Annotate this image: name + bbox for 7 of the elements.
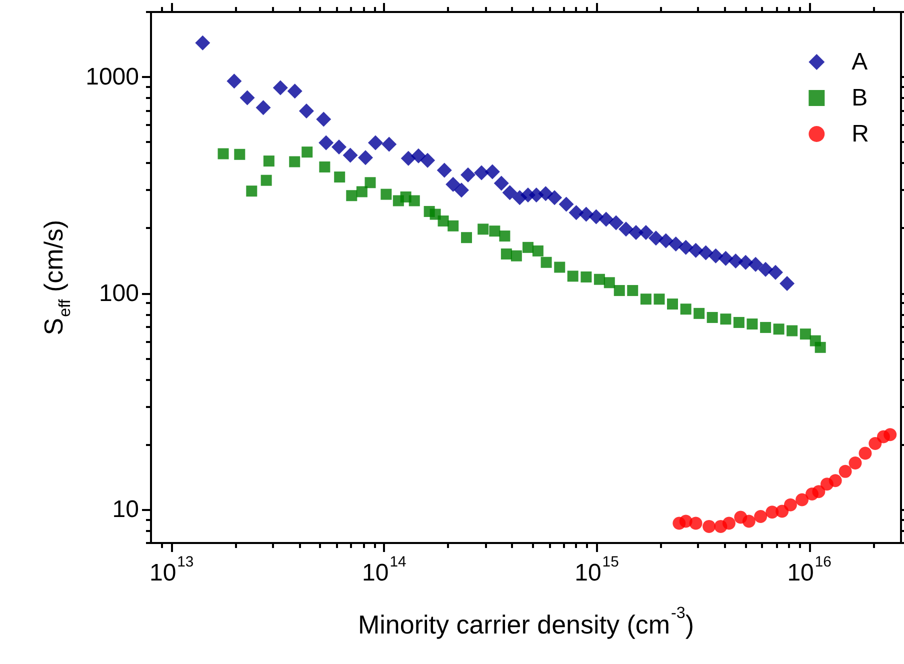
y-tick-label: 100 [98,280,139,307]
legend-label: R [852,120,870,148]
legend-label: B [852,84,868,112]
y-tick-label: 1000 [86,64,139,91]
y-axis-title: Seff (cm/s) [38,220,74,336]
legend-label: A [852,48,868,76]
y-tick-label: 10 [112,496,139,524]
